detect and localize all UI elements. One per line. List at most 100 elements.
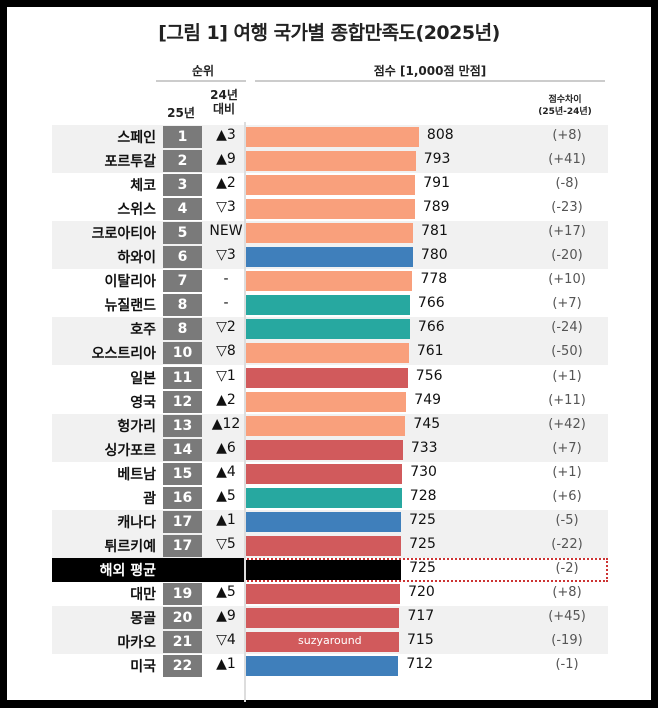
table-row: 영국 12 ▲2 749 (+11) (52, 390, 608, 414)
score-diff: (+7) (552, 296, 582, 312)
score-bar (246, 463, 403, 484)
rank-change: ▽8 (216, 343, 236, 360)
country-name: 싱가포르 (104, 442, 156, 459)
score-group-header: 점수 [1,000점 만점] (373, 64, 487, 78)
country-name: 캐나다 (117, 514, 156, 531)
score-diff: (+1) (552, 464, 582, 480)
rank-badge: 4 (163, 198, 202, 221)
score-bar (246, 415, 406, 436)
rank-badge: 3 (163, 174, 202, 197)
rank-25-header: 25년 (167, 106, 195, 120)
rank-badge: 13 (163, 414, 202, 437)
table-row: 싱가포르 14 ▲6 733 (+7) (52, 437, 608, 462)
divider (156, 80, 246, 82)
rank-badge: 5 (163, 222, 202, 245)
score-diff: (-8) (555, 176, 579, 192)
country-name: 뉴질랜드 (104, 298, 156, 315)
score-bar (246, 535, 402, 556)
table-row: 미국 22 ▲1 712 (-1) (52, 654, 608, 678)
rank-badge: 14 (163, 438, 202, 461)
country-name: 미국 (130, 659, 156, 676)
score-bar (246, 511, 402, 532)
rank-change: ▽1 (216, 367, 236, 384)
table-row: 몽골 20 ▲9 717 (+45) (52, 606, 608, 630)
average-row: 해외 평균 725 (-2) (52, 557, 608, 582)
score-value: 730 (410, 463, 437, 480)
country-name: 포르투갈 (104, 154, 156, 171)
score-diff: (+8) (552, 128, 582, 143)
rank-badge: 19 (163, 582, 202, 605)
rank-badge: 17 (163, 534, 202, 557)
rank-change: ▲9 (216, 151, 236, 168)
table-row: 오스트리아 10 ▽8 761 (-50) (52, 341, 608, 366)
score-bar (246, 391, 407, 412)
table-row: 튀르키예 17 ▽5 725 (-22) (52, 533, 608, 558)
score-value: 745 (413, 415, 441, 432)
country-name: 체코 (130, 178, 156, 195)
rank-badge: 7 (163, 270, 202, 293)
score-bar (246, 583, 401, 604)
table-row: 괌 16 ▲5 728 (+6) (52, 486, 608, 510)
score-diff: (+1) (552, 368, 582, 384)
table-row: 스위스 4 ▽3 789 (-23) (52, 197, 608, 221)
rank-change: ▲2 (216, 175, 236, 192)
average-label-bg (52, 557, 244, 582)
country-name: 몽골 (130, 611, 156, 627)
table-row: 캐나다 17 ▲1 725 (-5) (52, 509, 608, 534)
country-name: 하와이 (117, 250, 156, 267)
rank-change-header: 24년 대비 (210, 88, 238, 116)
table-row: 하와이 6 ▽3 780 (-20) (52, 245, 608, 270)
score-value: 781 (421, 223, 448, 240)
score-diff: (-1) (555, 657, 579, 673)
rank-badge: 6 (163, 246, 202, 269)
country-name: 크로아티아 (91, 226, 156, 243)
country-name: 해외 평균 (99, 562, 156, 579)
rank-change: ▽3 (216, 199, 236, 216)
score-value: 808 (426, 127, 454, 143)
score-diff: (+17) (548, 224, 586, 240)
score-diff: (-5) (555, 512, 579, 528)
chart-title: [그림 1] 여행 국가별 종합만족도(2025년) (158, 22, 500, 44)
rank-badge: 8 (163, 294, 202, 317)
rank-change: ▲1 (216, 656, 236, 673)
score-value: 761 (416, 343, 444, 360)
rank-badge: 1 (163, 126, 202, 148)
score-diff: (-20) (551, 248, 583, 264)
score-diff: (-50) (551, 344, 583, 360)
country-name: 호주 (130, 322, 156, 339)
country-name: 대만 (130, 586, 156, 603)
score-bar (246, 295, 410, 316)
score-diff: (+11) (548, 392, 586, 408)
rank-badge: 17 (163, 510, 202, 533)
rank-badge: 20 (163, 607, 202, 629)
rank-change: ▽2 (216, 319, 236, 336)
table-row: 일본 11 ▽1 756 (+1) (52, 366, 608, 390)
score-value: 728 (409, 487, 437, 504)
table-row: 호주 8 ▽2 766 (-24) (52, 317, 608, 342)
score-diff: (+6) (552, 488, 582, 504)
score-diff: (+7) (552, 440, 582, 456)
score-bar (246, 656, 399, 677)
country-name: 일본 (130, 370, 156, 387)
score-value: 778 (420, 271, 448, 288)
country-name: 튀르키예 (104, 538, 156, 555)
table-row: 스페인 1 ▲3 808 (+8) (52, 125, 608, 149)
score-bar (246, 559, 402, 580)
score-bar (246, 487, 402, 508)
table-row: 체코 3 ▲2 791 (-8) (52, 173, 608, 197)
rank-badge: 22 (163, 655, 202, 678)
country-name: 오스트리아 (91, 346, 156, 363)
country-name: 스위스 (117, 202, 156, 219)
country-name: 헝가리 (117, 418, 156, 435)
rank-change: ▲9 (216, 608, 236, 624)
rank-change: ▽3 (216, 247, 236, 264)
score-value: 725 (409, 559, 436, 576)
rank-change: ▲5 (216, 487, 236, 504)
country-name: 이탈리아 (104, 274, 156, 291)
diff-header: 점수차이 (25년-24년) (538, 95, 592, 117)
table-row: 이탈리아 7 - 778 (+10) (52, 269, 608, 293)
rank-badge: 11 (163, 366, 202, 389)
score-diff: (+8) (552, 584, 582, 600)
score-diff: (+45) (548, 609, 586, 624)
